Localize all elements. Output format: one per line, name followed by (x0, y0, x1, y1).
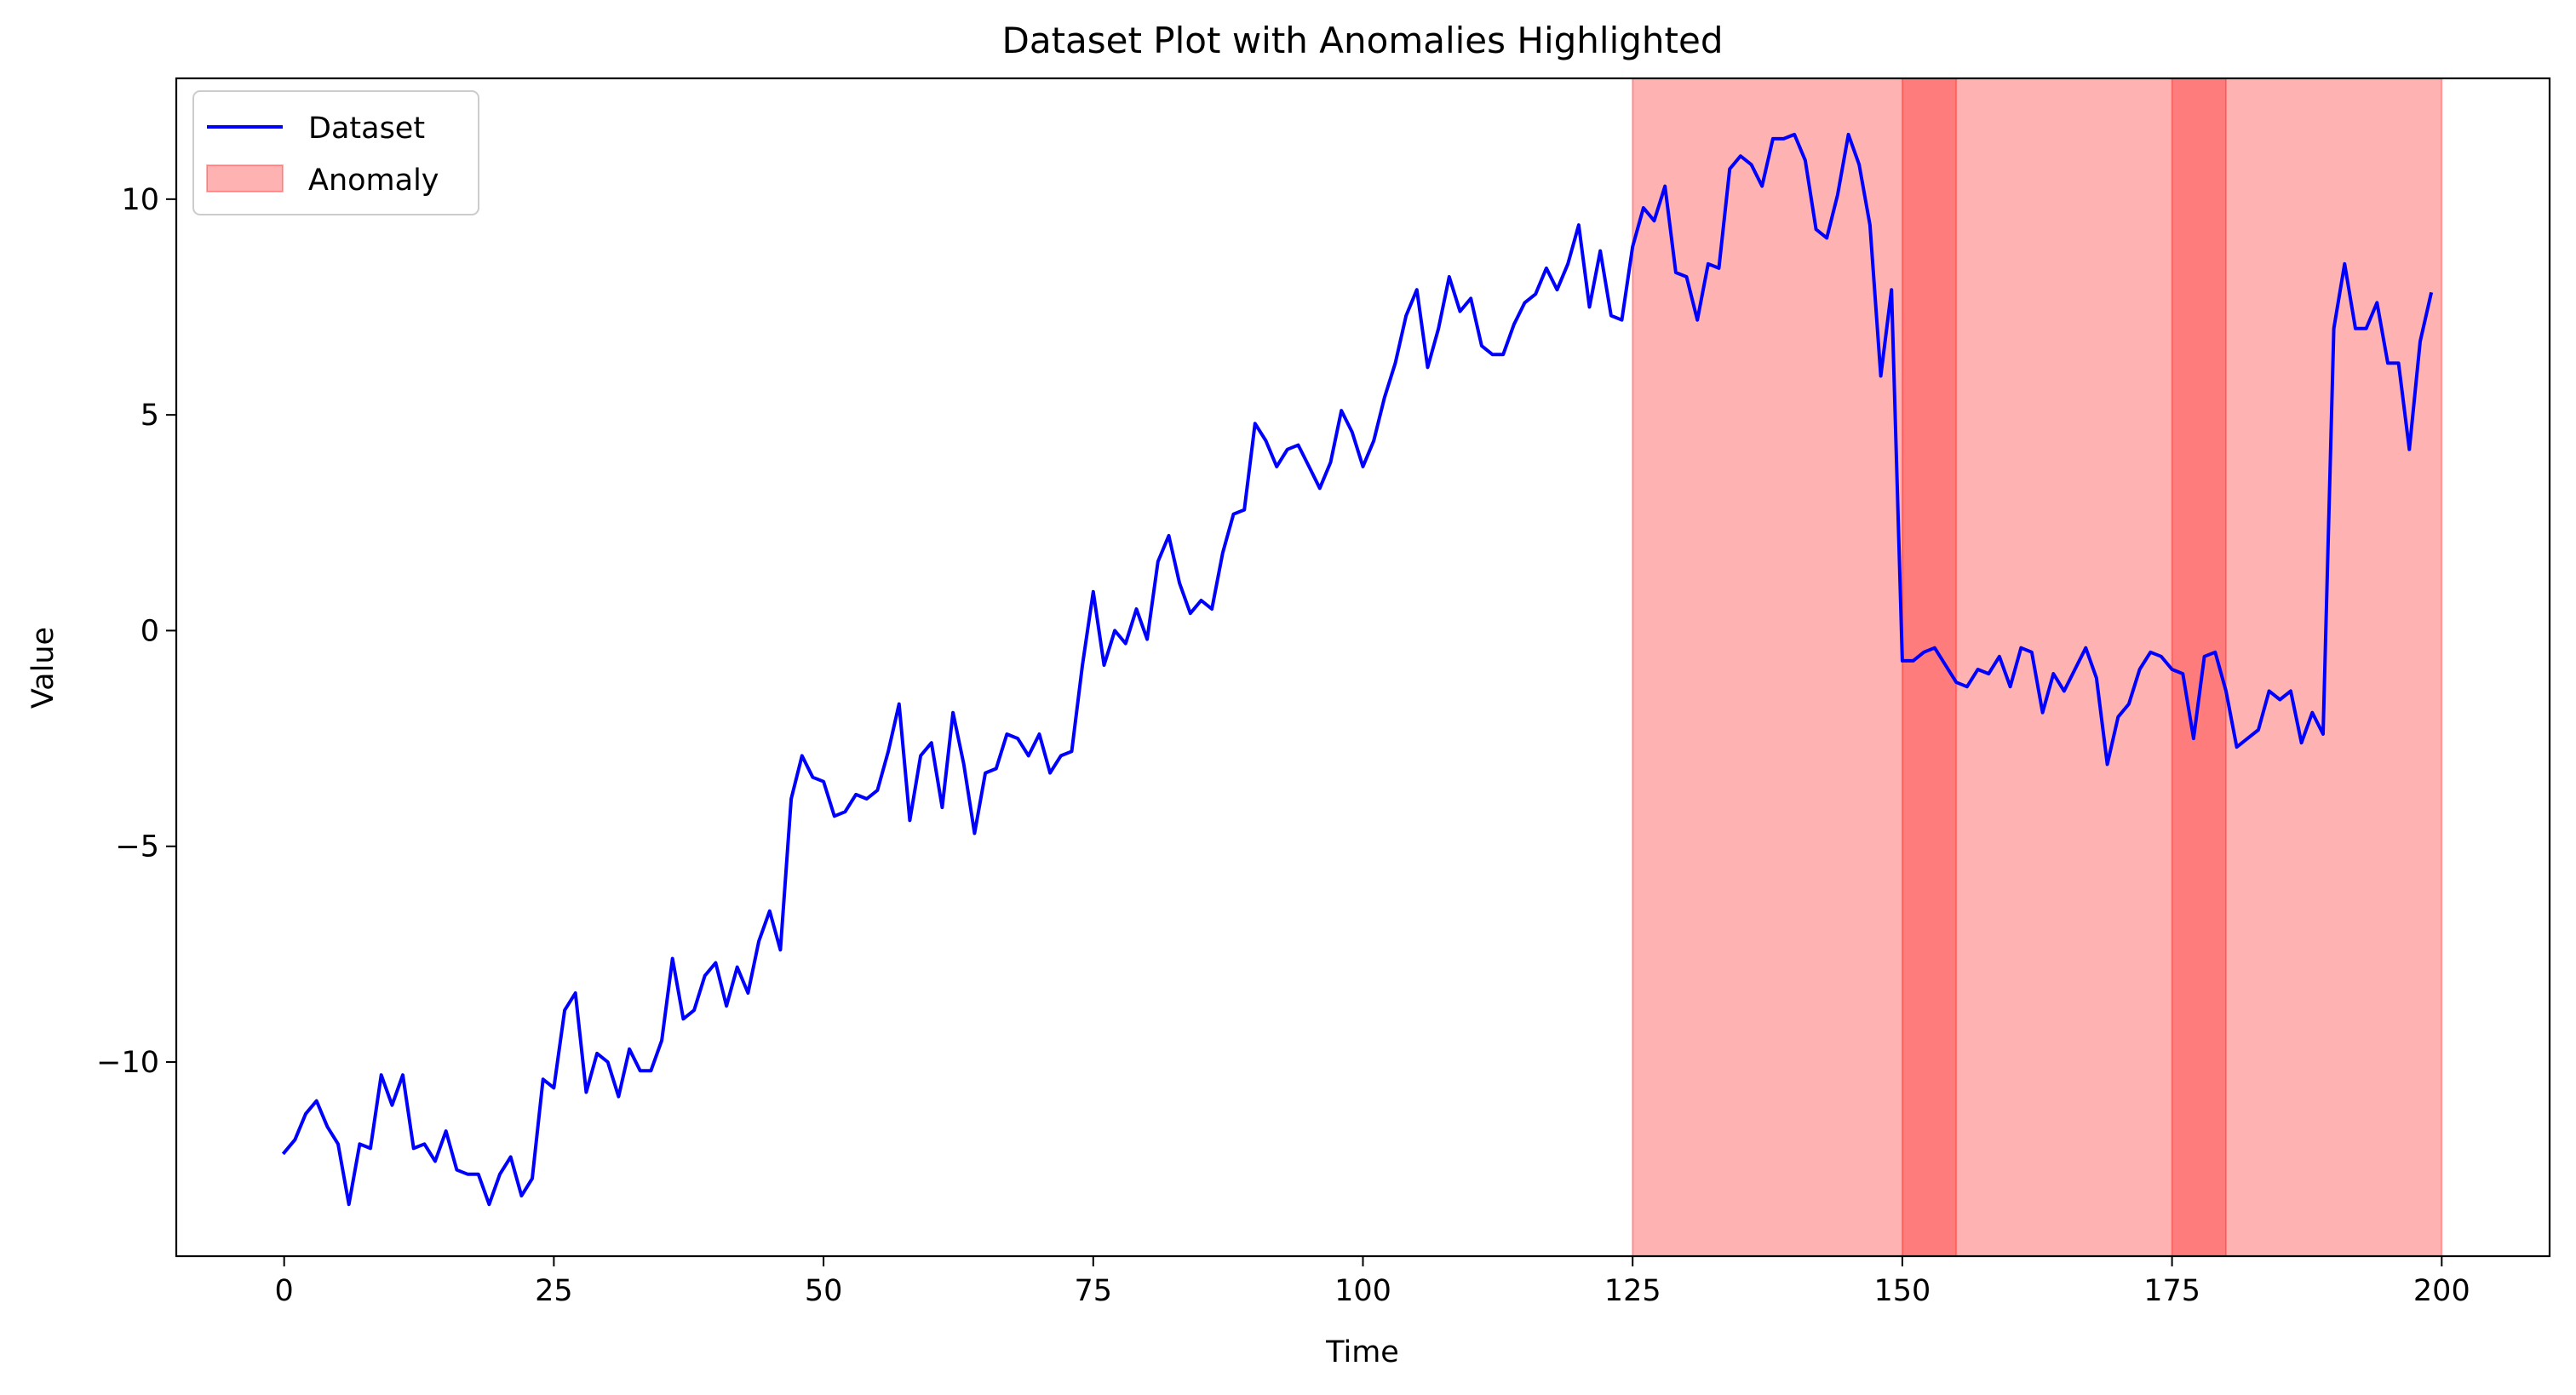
y-tick-label: 10 (121, 183, 159, 217)
x-tick-label: 200 (2413, 1274, 2470, 1308)
legend-box (192, 90, 479, 215)
y-tick-label: 5 (141, 399, 159, 433)
x-tick-label: 125 (1604, 1274, 1661, 1308)
x-tick-label: 50 (805, 1274, 843, 1308)
chart-title: Dataset Plot with Anomalies Highlighted (1001, 20, 1723, 61)
y-tick-label: 0 (141, 614, 159, 648)
legend: Dataset Anomaly (192, 90, 479, 215)
x-tick-label: 175 (2143, 1274, 2200, 1308)
series-line-1 (281, 132, 2434, 1207)
y-axis-ticks: −10 −5 0 5 10 (96, 183, 176, 1080)
legend-dataset-label: Dataset (308, 112, 425, 146)
x-tick-label: 150 (1874, 1274, 1931, 1308)
x-tick-label: 25 (535, 1274, 573, 1308)
legend-anomaly-swatch (206, 164, 284, 192)
anomaly-region-1 (1632, 78, 1958, 1257)
y-tick-label: −10 (96, 1046, 159, 1080)
plot-area (176, 78, 2550, 1257)
legend-anomaly-label: Anomaly (308, 164, 439, 198)
x-tick-label: 0 (275, 1274, 294, 1308)
y-tick-label: −5 (115, 830, 159, 864)
plot-background (176, 78, 2550, 1256)
anomaly-region-3 (2171, 78, 2443, 1257)
x-axis-title: Time (1325, 1335, 1399, 1369)
series-layer (281, 132, 2434, 1207)
y-axis-title: Value (26, 627, 60, 709)
x-tick-label: 100 (1334, 1274, 1391, 1308)
x-axis-ticks: 0 25 50 75 100 125 150 175 200 (275, 1256, 2470, 1308)
x-tick-label: 75 (1075, 1274, 1113, 1308)
anomaly-regions (1632, 78, 2443, 1257)
